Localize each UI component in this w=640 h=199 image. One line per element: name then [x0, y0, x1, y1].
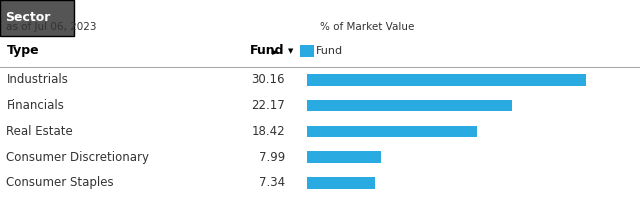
Text: % of Market Value: % of Market Value — [320, 22, 414, 32]
Text: 22.17: 22.17 — [251, 99, 285, 112]
Text: Type: Type — [6, 44, 39, 58]
Text: Financials: Financials — [6, 99, 64, 112]
Bar — [307, 151, 381, 163]
Text: Fund: Fund — [250, 44, 285, 58]
Text: Fund: Fund — [316, 46, 343, 56]
Bar — [307, 177, 375, 189]
Text: ▼: ▼ — [288, 48, 293, 54]
Text: Consumer Discretionary: Consumer Discretionary — [6, 151, 149, 164]
Bar — [307, 126, 477, 137]
Text: 7.34: 7.34 — [259, 177, 285, 189]
Bar — [307, 74, 586, 86]
Text: Sector: Sector — [5, 11, 51, 24]
Text: 7.99: 7.99 — [259, 151, 285, 164]
Text: Consumer Staples: Consumer Staples — [6, 177, 114, 189]
Text: 18.42: 18.42 — [251, 125, 285, 138]
FancyBboxPatch shape — [0, 0, 74, 36]
Text: Industrials: Industrials — [6, 73, 68, 86]
Text: 30.16: 30.16 — [252, 73, 285, 86]
Text: Real Estate: Real Estate — [6, 125, 73, 138]
Bar — [300, 45, 314, 57]
Bar — [307, 100, 512, 111]
Text: as of Jul 06, 2023: as of Jul 06, 2023 — [6, 22, 97, 32]
Text: ►: ► — [272, 46, 280, 56]
